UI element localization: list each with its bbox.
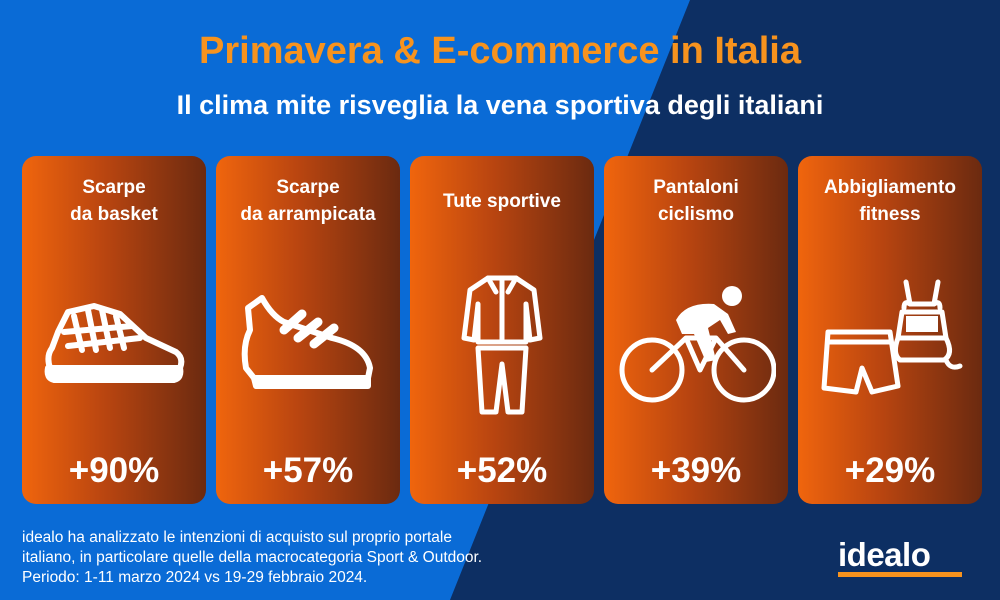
card-basketball-shoes: Scarpe da basket +90%	[22, 156, 206, 504]
card-label: Abbigliamento fitness	[824, 177, 956, 225]
card-value: +57%	[262, 451, 354, 490]
card-tracksuits: Tute sportive +52%	[410, 156, 594, 504]
cyclist-icon	[619, 286, 776, 403]
card-label: Pantaloni ciclismo	[653, 177, 739, 225]
card-climbing-shoes: Scarpe da arrampicata +57%	[216, 156, 400, 504]
card-fitness-clothing: Abbigliamento fitness +29%	[798, 156, 982, 504]
card-label: Scarpe da basket	[70, 177, 158, 225]
logo-text: idealo	[838, 536, 931, 573]
card-value: +90%	[68, 451, 160, 490]
footnote: idealo ha analizzato le intenzioni di ac…	[22, 529, 483, 586]
page-title: Primavera & E-commerce in Italia	[199, 30, 801, 72]
card-label: Scarpe da arrampicata	[240, 177, 376, 225]
basketball-shoe-icon	[44, 303, 185, 383]
card-cycling-pants: Pantaloni ciclismo +39%	[604, 156, 788, 504]
card-label: Tute sportive	[443, 191, 561, 212]
card-value: +29%	[844, 451, 936, 490]
card-value: +52%	[456, 451, 548, 490]
page-subtitle: Il clima mite risveglia la vena sportiva…	[176, 90, 824, 120]
logo-underline	[838, 572, 962, 577]
category-cards: Scarpe da basket +90% Scarpe da arrampic…	[22, 156, 988, 504]
card-value: +39%	[650, 451, 742, 490]
climbing-shoe-icon	[241, 295, 373, 389]
fitness-clothing-icon	[821, 279, 963, 395]
idealo-logo: idealo	[838, 536, 962, 577]
tracksuit-icon	[461, 275, 543, 415]
